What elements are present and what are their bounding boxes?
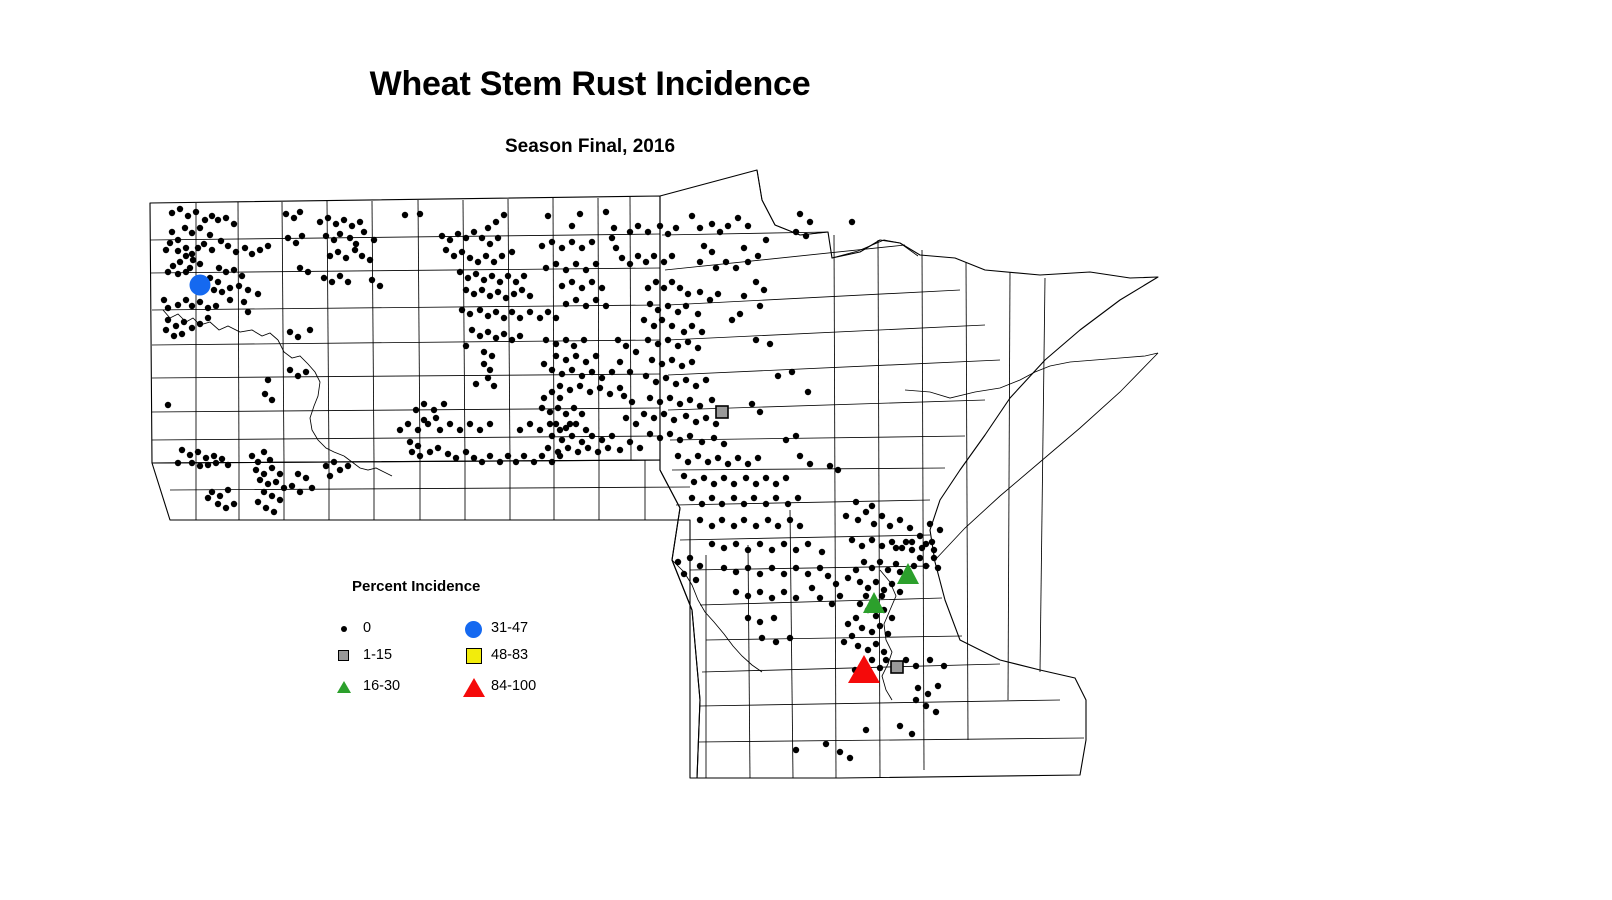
incidence-1-15-markers (715, 405, 904, 674)
legend: Percent Incidence 0 1-15 16-30 31-47 48-… (330, 578, 590, 706)
legend-title: Percent Incidence (352, 578, 481, 595)
small-square-icon (334, 645, 360, 667)
legend-item-label: 84-100 (491, 678, 537, 694)
marker-blue-circle (189, 274, 211, 296)
marker-green-triangle (897, 563, 919, 584)
small-triangle-icon (334, 676, 360, 698)
county-boundaries (149, 169, 1159, 779)
incidence-84-100-markers (848, 655, 880, 683)
incidence-16-30-markers (863, 563, 919, 613)
state-outlines (149, 169, 1159, 779)
legend-item-label: 48-83 (491, 647, 529, 663)
marker-gray-square (715, 405, 729, 419)
marker-green-triangle (863, 592, 885, 613)
legend-item-label: 0 (363, 620, 372, 636)
large-circle-icon (462, 618, 488, 640)
large-square-icon (462, 645, 488, 667)
legend-item-label: 31-47 (491, 620, 529, 636)
minnesota-outline (659, 169, 1159, 779)
points-south-dakota-minnesota (674, 278, 948, 762)
large-triangle-icon (462, 676, 488, 698)
legend-item-label: 16-30 (363, 678, 401, 694)
points-north-dakota (160, 205, 856, 516)
small-dot-icon (334, 618, 360, 640)
marker-red-triangle (848, 655, 880, 683)
map-subtitle: Season Final, 2016 (504, 136, 676, 157)
marker-gray-square (890, 660, 904, 674)
legend-item-label: 1-15 (363, 647, 393, 663)
incidence-31-47-markers (189, 274, 211, 296)
incidence-0-points (160, 205, 948, 762)
